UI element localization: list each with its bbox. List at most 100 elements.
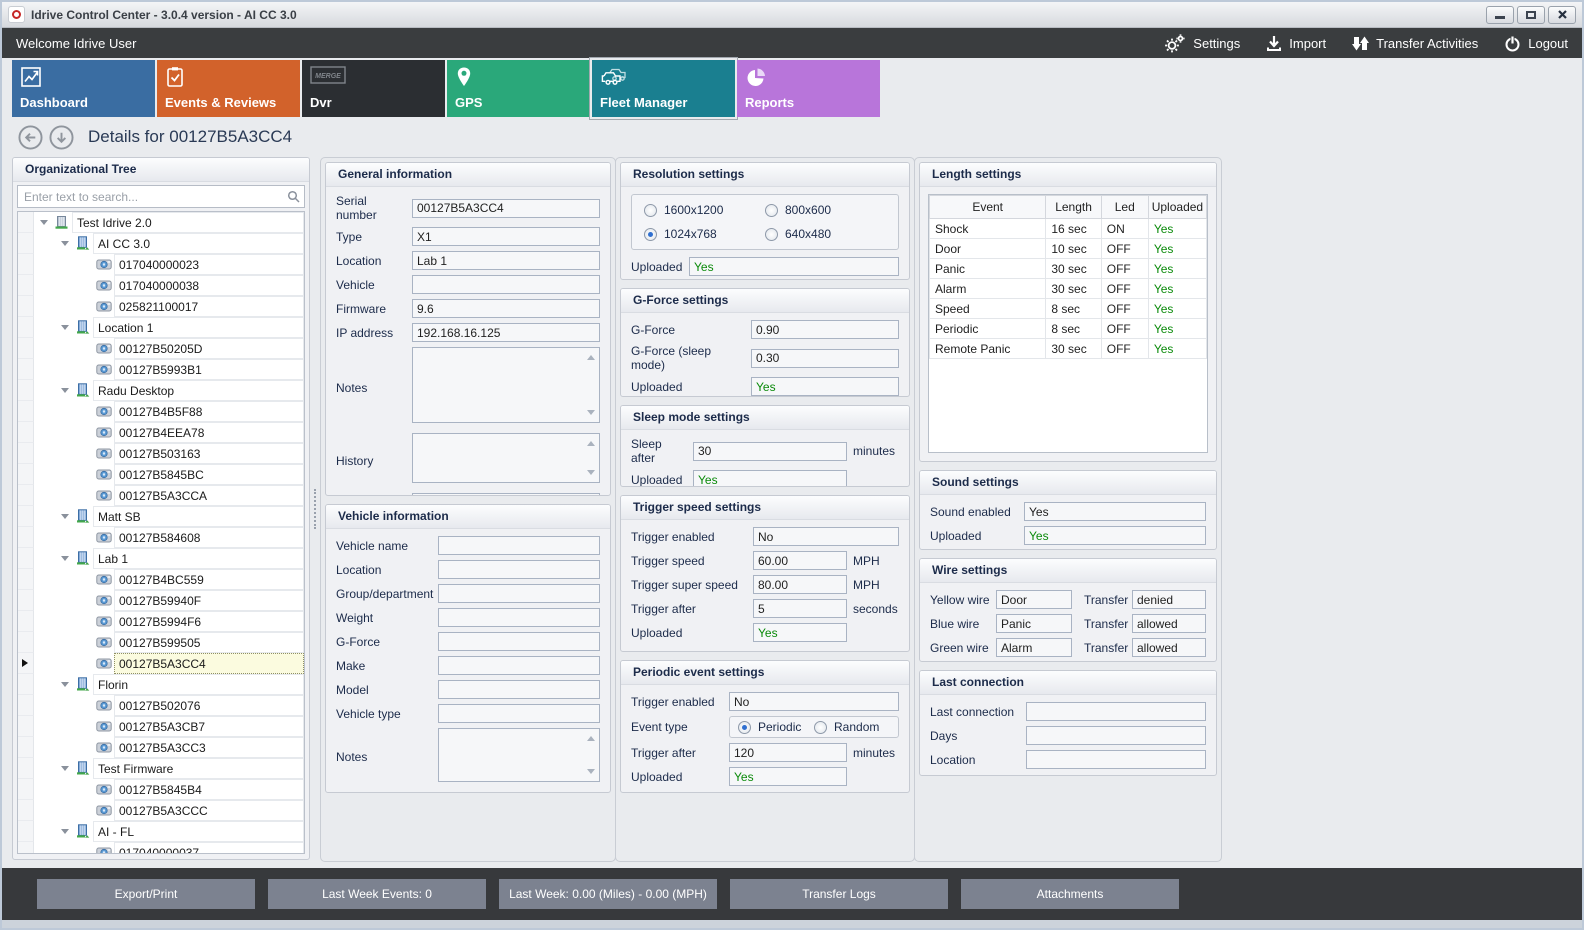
gforce-field[interactable]: [751, 320, 899, 339]
tree-item-00127b5845b4[interactable]: 00127B5845B4: [18, 779, 304, 800]
tree-item-radu-desktop[interactable]: Radu Desktop: [18, 380, 304, 401]
tab-events-reviews[interactable]: Events & Reviews: [157, 60, 300, 117]
scroll-up-icon[interactable]: [587, 736, 595, 741]
tree-item-00127b5a3cc4[interactable]: 00127B5A3CC4: [18, 653, 304, 674]
back-button[interactable]: [18, 124, 43, 150]
attachments-button[interactable]: Attachments: [961, 879, 1179, 909]
history-field[interactable]: [412, 433, 600, 483]
tree-item-00127b5845bc[interactable]: 00127B5845BC: [18, 464, 304, 485]
tree-item-ai-fl[interactable]: AI - FL: [18, 821, 304, 842]
tree-item-location-1[interactable]: Location 1: [18, 317, 304, 338]
vehicle-field[interactable]: [412, 275, 600, 294]
logout-button[interactable]: Logout: [1504, 35, 1568, 52]
expander-icon[interactable]: [59, 821, 73, 842]
length-row-shock[interactable]: Shock 16 sec ON Yes: [929, 218, 1207, 239]
scroll-down-icon[interactable]: [587, 410, 595, 415]
group-department-field[interactable]: [438, 584, 600, 603]
location-field[interactable]: [412, 251, 600, 270]
type-field[interactable]: [412, 227, 600, 246]
expander-icon[interactable]: [59, 380, 73, 401]
minimize-button[interactable]: [1486, 5, 1514, 24]
expander-icon[interactable]: [59, 674, 73, 695]
event-type-option-periodic[interactable]: Periodic: [738, 720, 814, 734]
green-transfer-field[interactable]: [1132, 638, 1206, 657]
tree-item-00127b4bc559[interactable]: 00127B4BC559: [18, 569, 304, 590]
tree-item-025821100017[interactable]: 025821100017: [18, 296, 304, 317]
yellow-wire-field[interactable]: [996, 590, 1072, 609]
length-row-remote-panic[interactable]: Remote Panic 30 sec OFF Yes: [929, 338, 1207, 359]
ip-address-field[interactable]: [412, 323, 600, 342]
firmware-field[interactable]: [412, 299, 600, 318]
last-week-miles-button[interactable]: Last Week: 0.00 (Miles) - 0.00 (MPH): [499, 879, 717, 909]
vehicle-notes-field[interactable]: [438, 728, 600, 782]
tree-item-00127b5994f6[interactable]: 00127B5994F6: [18, 611, 304, 632]
last-week-events-button[interactable]: Last Week Events: 0: [268, 879, 486, 909]
length-row-speed[interactable]: Speed 8 sec OFF Yes: [929, 298, 1207, 319]
length-row-panic[interactable]: Panic 30 sec OFF Yes: [929, 258, 1207, 279]
tab-dvr[interactable]: MERGE Dvr: [302, 60, 445, 117]
length-row-periodic[interactable]: Periodic 8 sec OFF Yes: [929, 318, 1207, 339]
scroll-down-button[interactable]: [49, 124, 74, 150]
expander-icon[interactable]: [38, 212, 52, 233]
tab-gps[interactable]: GPS: [447, 60, 590, 117]
transfer-logs-button[interactable]: Transfer Logs: [730, 879, 948, 909]
tree-item-00127b5a3cc3[interactable]: 00127B5A3CC3: [18, 737, 304, 758]
resolution-option-1024x768[interactable]: 1024x768: [644, 227, 765, 241]
blue-transfer-field[interactable]: [1132, 614, 1206, 633]
scroll-up-icon[interactable]: [587, 355, 595, 360]
blue-wire-field[interactable]: [996, 614, 1072, 633]
settings-button[interactable]: Settings: [1164, 33, 1240, 53]
close-button[interactable]: [1548, 5, 1576, 24]
tab-fleet-manager[interactable]: Fleet Manager: [589, 57, 738, 120]
tree-item-matt-sb[interactable]: Matt SB: [18, 506, 304, 527]
export-print-button[interactable]: Export/Print: [37, 879, 255, 909]
scroll-up-icon[interactable]: [587, 441, 595, 446]
radio-icon[interactable]: [644, 203, 657, 217]
trigger-enabled-field[interactable]: [753, 527, 899, 546]
resolution-option-640x480[interactable]: 640x480: [765, 227, 886, 241]
import-button[interactable]: Import: [1266, 35, 1326, 51]
weight-field[interactable]: [438, 608, 600, 627]
expander-icon[interactable]: [59, 506, 73, 527]
green-wire-field[interactable]: [996, 638, 1072, 657]
radio-icon[interactable]: [765, 227, 778, 241]
tree-item-00127b4eea78[interactable]: 00127B4EEA78: [18, 422, 304, 443]
tree-item-00127b599505[interactable]: 00127B599505: [18, 632, 304, 653]
gforce-sleep-field[interactable]: [751, 348, 899, 368]
maximize-button[interactable]: [1517, 5, 1545, 24]
tree-item-00127b4b5f88[interactable]: 00127B4B5F88: [18, 401, 304, 422]
tree-item-ai-cc-3-0[interactable]: AI CC 3.0: [18, 233, 304, 254]
tree-item-017040000038[interactable]: 017040000038: [18, 275, 304, 296]
sound-enabled-field[interactable]: [1024, 502, 1206, 521]
radio-icon[interactable]: [738, 720, 751, 734]
tree-item-test-idrive-2-0[interactable]: Test Idrive 2.0: [18, 212, 304, 233]
trigger-after-field[interactable]: [753, 599, 847, 618]
vehicle-name-field[interactable]: [438, 536, 600, 555]
tree-item-00127b59940f[interactable]: 00127B59940F: [18, 590, 304, 611]
periodic-trigger-enabled-field[interactable]: [729, 692, 899, 711]
trigger-speed-field[interactable]: [753, 551, 847, 570]
periodic-trigger-after-field[interactable]: [729, 743, 847, 762]
tree-item-017040000023[interactable]: 017040000023: [18, 254, 304, 275]
expander-icon[interactable]: [59, 233, 73, 254]
scroll-down-icon[interactable]: [587, 470, 595, 475]
length-row-alarm[interactable]: Alarm 30 sec OFF Yes: [929, 278, 1207, 299]
tab-reports[interactable]: Reports: [737, 60, 880, 117]
trigger-super-speed-field[interactable]: [753, 575, 847, 594]
tree-item-00127b502076[interactable]: 00127B502076: [18, 695, 304, 716]
model-field[interactable]: [438, 680, 600, 699]
tree-item-00127b5a3cb7[interactable]: 00127B5A3CB7: [18, 716, 304, 737]
expander-icon[interactable]: [59, 548, 73, 569]
tree-item-00127b5a3cca[interactable]: 00127B5A3CCA: [18, 485, 304, 506]
vehicle-type-field[interactable]: [438, 704, 600, 723]
tree-splitter[interactable]: [311, 157, 319, 860]
tree-item-017040000037[interactable]: 017040000037: [18, 842, 304, 853]
tree-item-lab-1[interactable]: Lab 1: [18, 548, 304, 569]
resolution-option-800x600[interactable]: 800x600: [765, 203, 886, 217]
notes-field[interactable]: [412, 347, 600, 423]
radio-icon[interactable]: [765, 203, 778, 217]
expander-icon[interactable]: [59, 758, 73, 779]
history-date-field[interactable]: [412, 493, 600, 495]
length-row-door[interactable]: Door 10 sec OFF Yes: [929, 238, 1207, 259]
transfer-activities-button[interactable]: Transfer Activities: [1352, 35, 1478, 52]
